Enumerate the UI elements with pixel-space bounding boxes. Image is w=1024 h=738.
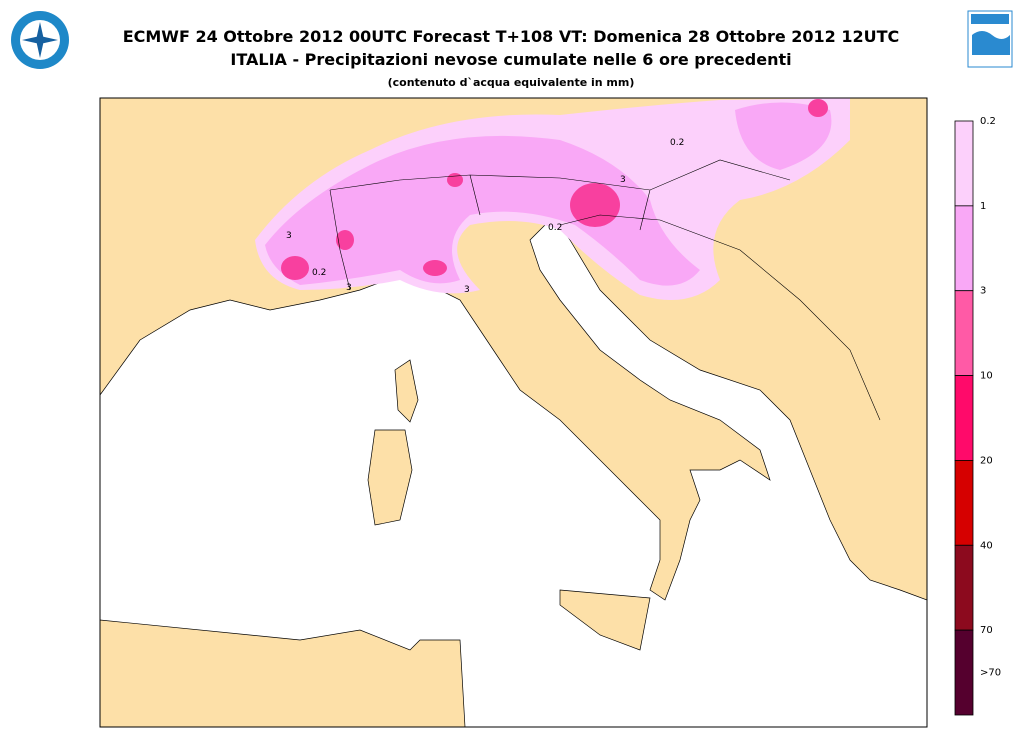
contour-label: 3	[620, 175, 626, 185]
legend-swatch	[954, 544, 974, 631]
legend-label: 1	[980, 201, 986, 212]
contour-label: 0.2	[670, 138, 684, 148]
legend-label: 40	[980, 540, 993, 551]
snow-area	[570, 183, 620, 227]
snow-area	[808, 99, 828, 117]
legend-swatch	[954, 460, 974, 546]
note: (contenuto d`acqua equivalente in mm)	[388, 76, 635, 89]
borders	[329, 159, 881, 421]
legend-label: 20	[980, 455, 993, 466]
corsica	[394, 359, 419, 423]
legend: 0.2 1 3 10 20 40 70 >70	[954, 116, 1001, 716]
contour-label: 3	[464, 285, 470, 295]
sardinia	[367, 429, 413, 526]
contour-label: 3	[286, 231, 292, 241]
legend-label: 10	[980, 371, 993, 382]
contour-label: 0.2	[312, 268, 326, 278]
snow-area	[447, 173, 463, 187]
legend-swatch	[954, 629, 974, 716]
title: ECMWF 24 Ottobre 2012 00UTC Forecast T+1…	[123, 27, 900, 46]
legend-swatch	[954, 290, 974, 376]
legend-label: 70	[980, 625, 993, 636]
subtitle: ITALIA - Precipitazioni nevose cumulate …	[230, 50, 791, 69]
legend-label: 3	[980, 286, 986, 297]
legend-swatch	[954, 375, 974, 461]
map: 3 0.2 3 3 0.2 3 0.2	[99, 97, 928, 728]
snow-area	[281, 256, 309, 280]
legend-swatch	[954, 120, 974, 207]
legend-label: 0.2	[980, 116, 996, 127]
snow-area	[423, 260, 447, 276]
contour-label: 0.2	[548, 223, 562, 233]
legend-swatch	[954, 205, 974, 292]
sicily	[559, 589, 651, 651]
logo-left	[11, 11, 69, 69]
legend-label: >70	[980, 668, 1001, 679]
logo-right	[967, 10, 1013, 68]
snow-area	[336, 230, 354, 250]
snow-area	[265, 102, 832, 286]
contour-label: 3	[346, 283, 352, 293]
